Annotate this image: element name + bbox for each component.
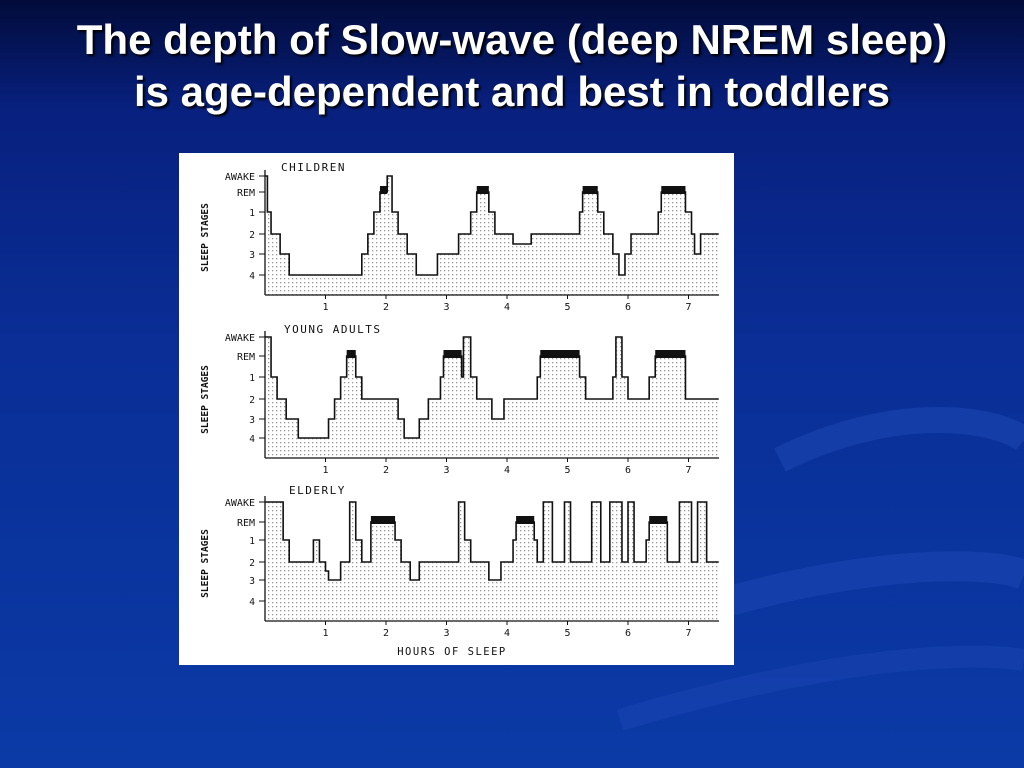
panel-title-0: CHILDREN — [281, 161, 346, 174]
x-tick-label-1-0: 1 — [322, 465, 328, 476]
x-tick-label-1-3: 4 — [504, 465, 510, 476]
x-tick-label-2-4: 5 — [564, 628, 570, 639]
stage-label-1-5: 4 — [249, 434, 255, 445]
x-tick-label-0-6: 7 — [685, 302, 691, 313]
stage-label-2-1: REM — [237, 518, 255, 529]
sleep-depth-shading-2 — [265, 502, 719, 621]
x-tick-label-1-1: 2 — [383, 465, 389, 476]
sleep-depth-shading-1 — [265, 337, 719, 458]
x-tick-label-1-4: 5 — [564, 465, 570, 476]
hypnogram-figure: CHILDREN SLEEP STAGES AWAKE REM 1 2 3 4 1 2 3 4 5 6 7 Y… — [179, 153, 734, 665]
rem-period-bar-1-2 — [540, 350, 580, 358]
stage-label-0-2: 1 — [249, 208, 255, 219]
x-tick-label-1-5: 6 — [625, 465, 631, 476]
rem-period-bar-1-3 — [655, 350, 686, 358]
x-tick-label-2-5: 6 — [625, 628, 631, 639]
rem-period-bar-0-2 — [582, 186, 598, 194]
rem-period-bar-1-0 — [346, 350, 356, 358]
rem-period-bar-2-2 — [649, 516, 668, 524]
stage-label-1-1: REM — [237, 352, 255, 363]
x-tick-label-2-6: 7 — [685, 628, 691, 639]
stage-label-1-0: AWAKE — [225, 333, 255, 344]
stage-label-1-3: 2 — [249, 395, 255, 406]
hypnogram-trace-2 — [265, 501, 719, 581]
x-tick-label-2-3: 4 — [504, 628, 510, 639]
x-tick-label-2-0: 1 — [322, 628, 328, 639]
y-axis-title-0: SLEEP STAGES — [200, 203, 211, 272]
stage-label-2-3: 2 — [249, 558, 255, 569]
panel-title-1: YOUNG ADULTS — [284, 323, 381, 336]
stage-label-2-2: 1 — [249, 536, 255, 547]
stage-label-2-5: 4 — [249, 597, 255, 608]
rem-period-bar-2-1 — [516, 516, 535, 524]
x-tick-label-0-3: 4 — [504, 302, 510, 313]
y-axis-title-1: SLEEP STAGES — [200, 365, 211, 434]
hypnogram-trace-1 — [265, 336, 719, 439]
x-tick-label-0-2: 3 — [443, 302, 449, 313]
hypnogram-trace-0 — [265, 175, 719, 276]
x-tick-label-2-2: 3 — [443, 628, 449, 639]
stage-label-0-0: AWAKE — [225, 172, 255, 183]
x-tick-label-0-1: 2 — [383, 302, 389, 313]
stage-label-2-0: AWAKE — [225, 498, 255, 509]
x-tick-label-1-2: 3 — [443, 465, 449, 476]
stage-label-1-2: 1 — [249, 373, 255, 384]
x-tick-label-0-5: 6 — [625, 302, 631, 313]
stage-label-0-5: 4 — [249, 271, 255, 282]
x-tick-label-1-6: 7 — [685, 465, 691, 476]
sleep-depth-shading-0 — [265, 176, 719, 295]
panel-title-2: ELDERLY — [289, 484, 346, 497]
rem-period-bar-0-3 — [661, 186, 686, 194]
hypnogram-chart: CHILDREN SLEEP STAGES AWAKE REM 1 2 3 4 1 2 3 4 5 6 7 Y… — [200, 161, 719, 658]
stage-label-1-4: 3 — [249, 415, 255, 426]
slide-title: The depth of Slow-wave (deep NREM sleep)… — [76, 16, 948, 115]
stage-label-2-4: 3 — [249, 576, 255, 587]
x-tick-label-2-1: 2 — [383, 628, 389, 639]
x-tick-label-0-0: 1 — [322, 302, 328, 313]
stage-label-0-4: 3 — [249, 250, 255, 261]
stage-label-0-3: 2 — [249, 230, 255, 241]
rem-period-bar-0-1 — [476, 186, 489, 194]
rem-period-bar-1-1 — [443, 350, 462, 358]
x-tick-label-0-4: 5 — [564, 302, 570, 313]
y-axis-title-2: SLEEP STAGES — [200, 529, 211, 598]
x-axis-title-2: HOURS OF SLEEP — [397, 646, 507, 658]
rem-period-bar-2-0 — [370, 516, 396, 524]
rem-period-bar-0-0 — [379, 186, 388, 194]
stage-label-0-1: REM — [237, 188, 255, 199]
